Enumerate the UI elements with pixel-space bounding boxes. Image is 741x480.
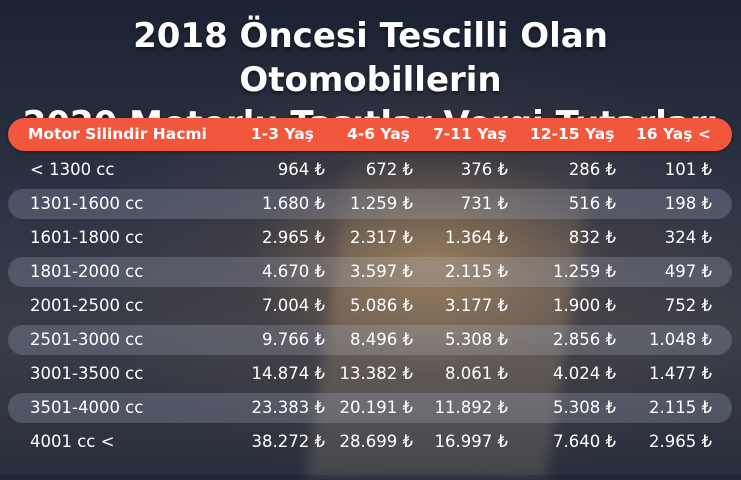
tax-cell: 1.259 ₺ bbox=[350, 194, 413, 213]
engine-volume-cell: 1601-1800 cc bbox=[30, 228, 144, 247]
tax-cell: 9.766 ₺ bbox=[262, 330, 325, 349]
tax-cell: 2.115 ₺ bbox=[649, 398, 712, 417]
tax-cell: 7.640 ₺ bbox=[553, 432, 616, 451]
tax-cell: 11.892 ₺ bbox=[434, 398, 508, 417]
header-age-4-6: 4-6 Yaş bbox=[347, 125, 410, 143]
title-line-1: 2018 Öncesi Tescilli Olan Otomobillerin bbox=[133, 16, 608, 100]
tax-cell: 964 ₺ bbox=[277, 160, 325, 179]
tax-cell: 1.477 ₺ bbox=[649, 364, 712, 383]
tax-cell: 2.856 ₺ bbox=[553, 330, 616, 349]
tax-cell: 497 ₺ bbox=[664, 262, 712, 281]
table-row: 2501-3000 cc 9.766 ₺ 8.496 ₺ 5.308 ₺ 2.8… bbox=[8, 325, 732, 355]
tax-cell: 752 ₺ bbox=[664, 296, 712, 315]
tax-cell: 2.965 ₺ bbox=[262, 228, 325, 247]
tax-cell: 2.115 ₺ bbox=[445, 262, 508, 281]
table-row: 1601-1800 cc 2.965 ₺ 2.317 ₺ 1.364 ₺ 832… bbox=[8, 223, 732, 253]
tax-cell: 1.364 ₺ bbox=[445, 228, 508, 247]
tax-cell: 101 ₺ bbox=[664, 160, 712, 179]
header-engine-volume: Motor Silindir Hacmi bbox=[28, 125, 207, 143]
engine-volume-cell: 4001 cc < bbox=[30, 432, 115, 451]
table-row: 1301-1600 cc 1.680 ₺ 1.259 ₺ 731 ₺ 516 ₺… bbox=[8, 189, 732, 219]
tax-cell: 23.383 ₺ bbox=[251, 398, 325, 417]
tax-cell: 376 ₺ bbox=[460, 160, 508, 179]
tax-cell: 7.004 ₺ bbox=[262, 296, 325, 315]
tax-cell: 286 ₺ bbox=[568, 160, 616, 179]
table-row: 2001-2500 cc 7.004 ₺ 5.086 ₺ 3.177 ₺ 1.9… bbox=[8, 291, 732, 321]
header-age-7-11: 7-11 Yaş bbox=[433, 125, 507, 143]
tax-cell: 1.900 ₺ bbox=[553, 296, 616, 315]
tax-cell: 4.670 ₺ bbox=[262, 262, 325, 281]
tax-cell: 2.965 ₺ bbox=[649, 432, 712, 451]
engine-volume-cell: 1301-1600 cc bbox=[30, 194, 144, 213]
tax-cell: 38.272 ₺ bbox=[251, 432, 325, 451]
tax-cell: 4.024 ₺ bbox=[553, 364, 616, 383]
engine-volume-cell: 3501-4000 cc bbox=[30, 398, 144, 417]
tax-cell: 198 ₺ bbox=[664, 194, 712, 213]
table-header: Motor Silindir Hacmi 1-3 Yaş 4-6 Yaş 7-1… bbox=[8, 118, 732, 151]
tax-cell: 731 ₺ bbox=[460, 194, 508, 213]
tax-cell: 2.317 ₺ bbox=[350, 228, 413, 247]
tax-cell: 516 ₺ bbox=[568, 194, 616, 213]
engine-volume-cell: 2001-2500 cc bbox=[30, 296, 144, 315]
tax-cell: 832 ₺ bbox=[568, 228, 616, 247]
table-row: 4001 cc < 38.272 ₺ 28.699 ₺ 16.997 ₺ 7.6… bbox=[8, 427, 732, 457]
tax-cell: 5.086 ₺ bbox=[350, 296, 413, 315]
tax-cell: 16.997 ₺ bbox=[434, 432, 508, 451]
tax-cell: 1.048 ₺ bbox=[649, 330, 712, 349]
header-age-12-15: 12-15 Yaş bbox=[530, 125, 615, 143]
table-row: 3501-4000 cc 23.383 ₺ 20.191 ₺ 11.892 ₺ … bbox=[8, 393, 732, 423]
header-age-1-3: 1-3 Yaş bbox=[251, 125, 314, 143]
header-age-16-plus: 16 Yaş < bbox=[636, 125, 711, 143]
table-row: 3001-3500 cc 14.874 ₺ 13.382 ₺ 8.061 ₺ 4… bbox=[8, 359, 732, 389]
tax-cell: 13.382 ₺ bbox=[339, 364, 413, 383]
tax-cell: 28.699 ₺ bbox=[339, 432, 413, 451]
tax-cell: 1.259 ₺ bbox=[553, 262, 616, 281]
table-row: 1801-2000 cc 4.670 ₺ 3.597 ₺ 2.115 ₺ 1.2… bbox=[8, 257, 732, 287]
tax-cell: 672 ₺ bbox=[365, 160, 413, 179]
tax-cell: 3.597 ₺ bbox=[350, 262, 413, 281]
tax-cell: 8.061 ₺ bbox=[445, 364, 508, 383]
tax-cell: 14.874 ₺ bbox=[251, 364, 325, 383]
engine-volume-cell: 3001-3500 cc bbox=[30, 364, 144, 383]
tax-cell: 8.496 ₺ bbox=[350, 330, 413, 349]
table-row: < 1300 cc 964 ₺ 672 ₺ 376 ₺ 286 ₺ 101 ₺ bbox=[8, 155, 732, 185]
tax-cell: 5.308 ₺ bbox=[445, 330, 508, 349]
engine-volume-cell: 1801-2000 cc bbox=[30, 262, 144, 281]
engine-volume-cell: < 1300 cc bbox=[30, 160, 115, 179]
tax-cell: 3.177 ₺ bbox=[445, 296, 508, 315]
engine-volume-cell: 2501-3000 cc bbox=[30, 330, 144, 349]
tax-cell: 5.308 ₺ bbox=[553, 398, 616, 417]
tax-cell: 324 ₺ bbox=[664, 228, 712, 247]
tax-cell: 20.191 ₺ bbox=[339, 398, 413, 417]
tax-cell: 1.680 ₺ bbox=[262, 194, 325, 213]
